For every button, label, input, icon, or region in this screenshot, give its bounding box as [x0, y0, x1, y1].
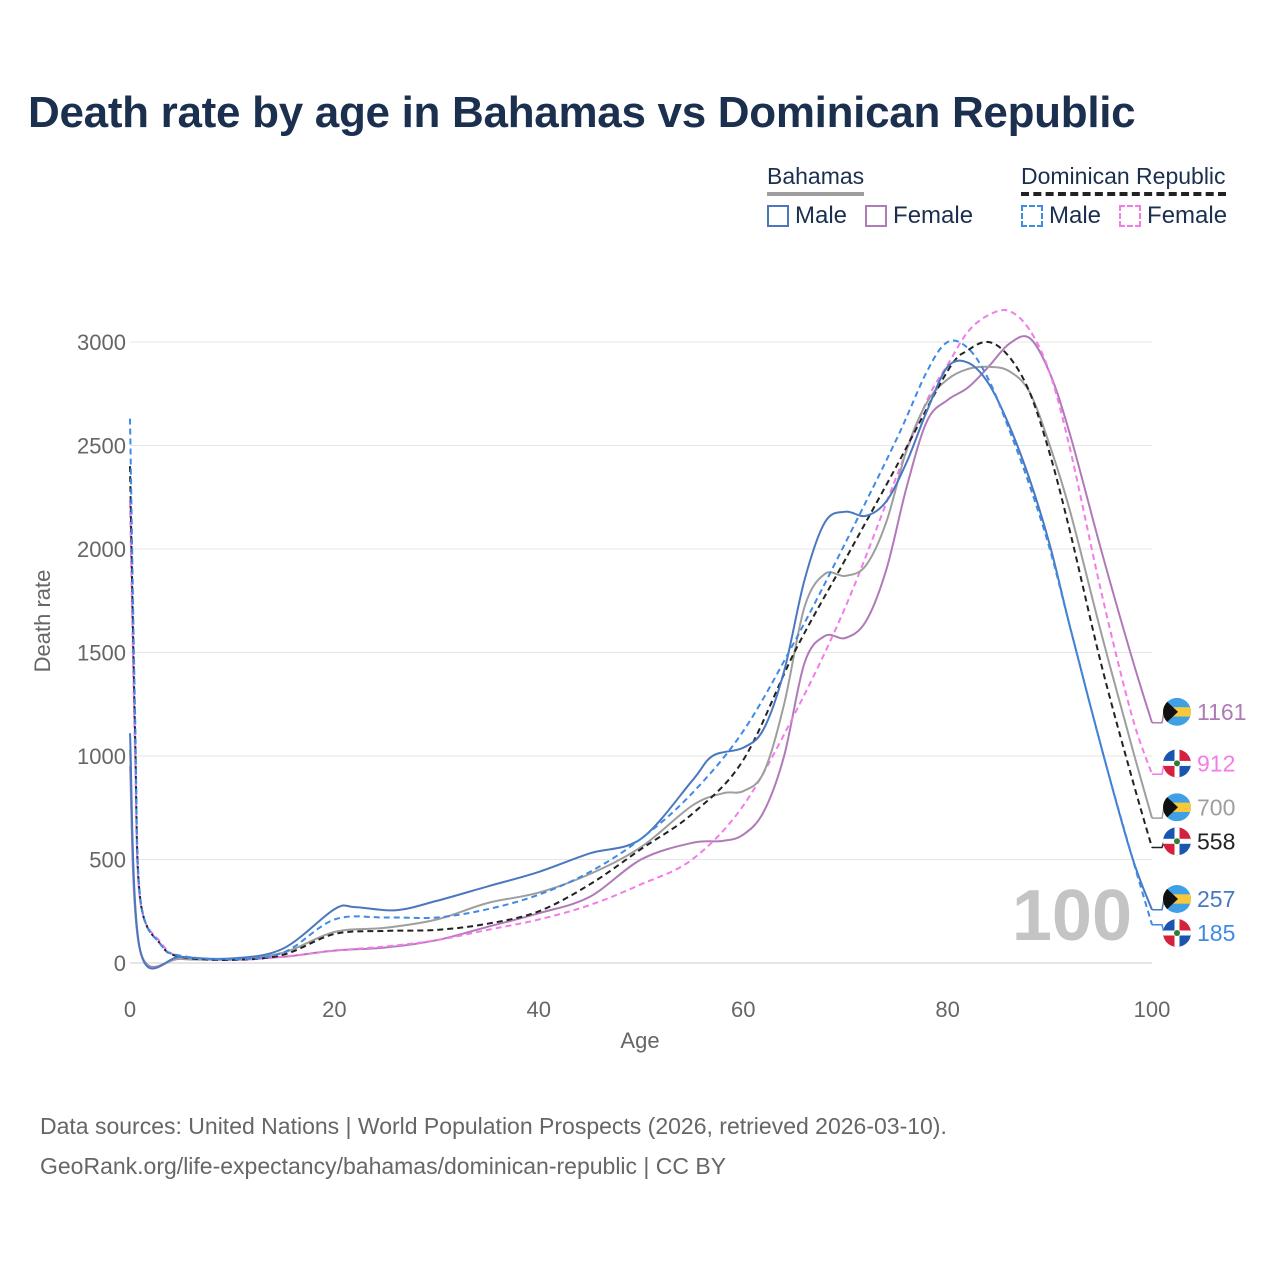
legend-label-dominican-male: Male — [1049, 202, 1102, 229]
chart-plot: 0 500 1000 1500 2000 2500 3000 0 20 40 60 80 100 116… — [30, 309, 1246, 1053]
grid-layer — [130, 341, 1152, 964]
legend-swatch-bahamas-female — [865, 205, 888, 227]
flag-icon-dominican-republic-female — [1163, 749, 1191, 778]
flag-icon-bahamas-male — [1163, 885, 1191, 913]
flag-icon-dominican-republic-male — [1163, 919, 1191, 947]
y-tick-label: 1500 — [77, 641, 126, 666]
end-connector-bahamas-total — [1152, 807, 1165, 819]
end-value-label-dominican-republic-female: 912 — [1197, 750, 1235, 776]
legend-label-bahamas-female: Female — [893, 202, 974, 229]
end-connector-dominican-republic-total — [1152, 841, 1165, 849]
legend-swatch-dominican-male — [1021, 205, 1043, 227]
series-line-dominican-republic-female[interactable] — [129, 309, 1153, 961]
footer-source: Data sources: United Nations | World Pop… — [40, 1113, 947, 1139]
end-connector-bahamas-female — [1152, 711, 1165, 724]
legend-group-dominican-republic: Dominican Republic Male Female — [1021, 163, 1227, 230]
end-connector-dominican-republic-male — [1152, 923, 1165, 934]
series-line-bahamas-male[interactable] — [129, 359, 1153, 970]
legend-group-title-bahamas: Bahamas — [767, 163, 865, 196]
legend-group-title-dominican-republic: Dominican Republic — [1021, 163, 1226, 196]
footer: Data sources: United Nations | World Pop… — [40, 1106, 947, 1186]
end-value-label-bahamas-total: 700 — [1197, 794, 1235, 820]
end-value-label-bahamas-female: 1161 — [1197, 699, 1246, 725]
legend-label-dominican-female: Female — [1147, 202, 1228, 229]
y-tick-label: 3000 — [77, 330, 126, 355]
x-tick-label: 20 — [322, 997, 346, 1022]
y-axis-title: Death rate — [30, 570, 55, 673]
series-layer — [129, 309, 1153, 970]
legend-swatch-dominican-female — [1119, 205, 1142, 227]
y-tick-label: 0 — [114, 951, 126, 976]
end-value-label-dominican-republic-male: 185 — [1197, 920, 1235, 946]
y-tick-label: 2000 — [77, 537, 126, 562]
flag-icon-bahamas-total — [1163, 793, 1191, 822]
legend-item-dominican-male[interactable]: Male — [1021, 202, 1101, 230]
end-value-label-bahamas-male: 257 — [1197, 886, 1235, 912]
legend-label-bahamas-male: Male — [795, 202, 848, 229]
flag-icon-bahamas-female — [1163, 697, 1191, 726]
series-line-dominican-republic-male[interactable] — [129, 339, 1153, 961]
footer-link[interactable]: GeoRank.org/life-expectancy/bahamas/domi… — [40, 1153, 727, 1179]
legend-item-bahamas-female[interactable]: Female — [865, 202, 973, 230]
end-connector-dominican-republic-female — [1152, 763, 1165, 775]
legend-swatch-bahamas-male — [767, 205, 789, 227]
legend-group-bahamas: Bahamas Male Female — [767, 163, 973, 230]
y-tick-label: 1000 — [77, 744, 126, 769]
series-line-dominican-republic-total[interactable] — [129, 340, 1153, 961]
end-connector-bahamas-male — [1152, 898, 1165, 911]
x-tick-label: 60 — [731, 997, 755, 1022]
y-tick-label: 500 — [89, 848, 126, 873]
series-line-bahamas-total[interactable] — [129, 365, 1153, 969]
series-line-bahamas-female[interactable] — [129, 335, 1153, 968]
end-value-label-dominican-republic-total: 558 — [1197, 828, 1235, 854]
x-tick-label: 0 — [124, 997, 136, 1022]
flag-icon-dominican-republic-total — [1163, 827, 1191, 856]
x-tick-label: 40 — [527, 997, 551, 1022]
legend-item-dominican-female[interactable]: Female — [1119, 202, 1227, 230]
current-age-label: 100 — [1012, 876, 1132, 956]
axes-layer: 0 500 1000 1500 2000 2500 3000 0 20 40 60 80 100 — [77, 330, 1170, 1022]
y-tick-label: 2500 — [77, 434, 126, 459]
legend-item-bahamas-male[interactable]: Male — [767, 202, 847, 230]
x-tick-label: 80 — [935, 997, 959, 1022]
x-tick-label: 100 — [1134, 997, 1171, 1022]
end-labels-layer: 1161 912 700 558 257 185 — [1152, 697, 1246, 947]
x-axis-title: Age — [620, 1028, 659, 1053]
chart-title: Death rate by age in Bahamas vs Dominica… — [28, 88, 1136, 137]
